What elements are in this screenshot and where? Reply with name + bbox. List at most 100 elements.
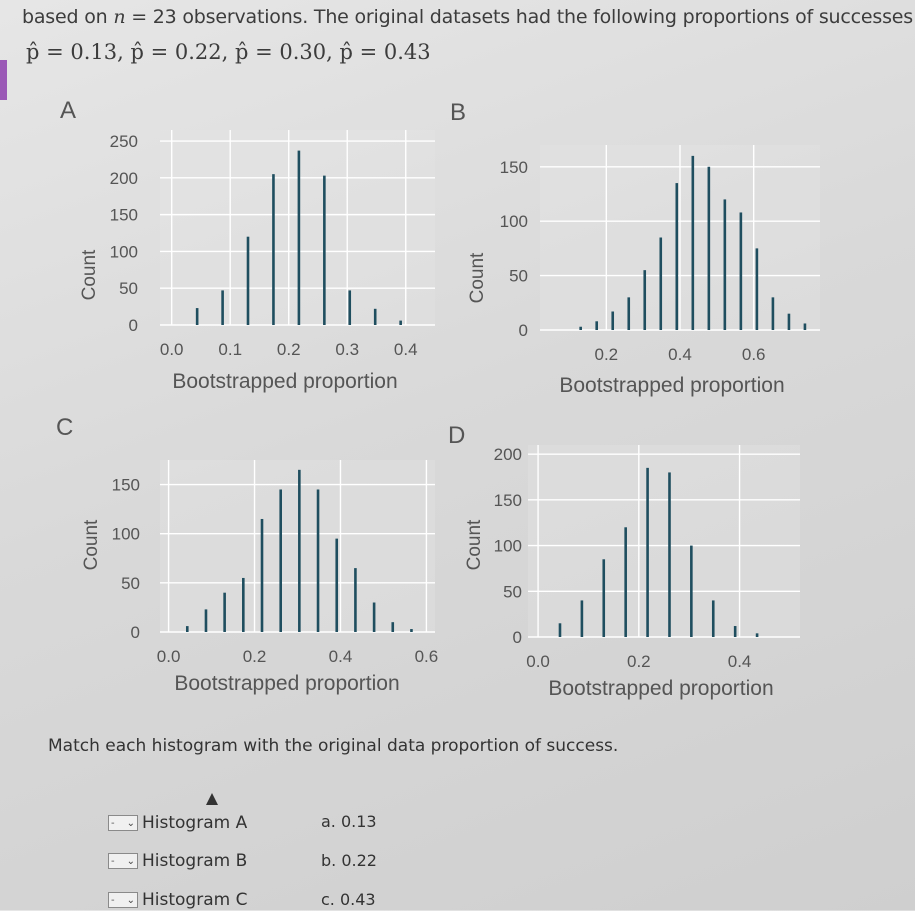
y-tick-label: 50 — [121, 574, 140, 593]
histogram-bar — [335, 538, 339, 632]
histogram-bar — [602, 559, 606, 637]
histogram-bar — [297, 150, 301, 325]
histogram-b-label: Histogram B — [142, 851, 248, 871]
statement-text: based on — [22, 6, 114, 28]
histogram-bar — [223, 592, 226, 632]
histogram-bar — [242, 577, 245, 632]
x-tick-label: 0.2 — [627, 652, 651, 671]
histogram-bar — [399, 320, 402, 325]
y-tick-label: 0 — [519, 321, 528, 340]
histogram-bar — [755, 633, 759, 637]
histogram-d: D 200 150 100 50 00.0 0.2 0.4 Count Bootstrapp… — [448, 422, 800, 700]
panel-label-b: B — [450, 99, 466, 126]
chevron-down-icon: ⌄ — [126, 894, 135, 906]
y-tick-label: 150 — [110, 206, 138, 225]
histogram-bar — [659, 237, 663, 330]
statement-line-1: based on n = 23 observations. The origin… — [22, 6, 915, 28]
histogram-bar — [595, 321, 598, 330]
y-tick-label: 0 — [513, 628, 522, 647]
histogram-c: C 150 100 50 0 0.0 0.2 0.4 0.6 Count Bootstrapp… — [56, 414, 438, 695]
histogram-bar — [272, 174, 275, 325]
question-text: Match each histogram with the original d… — [48, 736, 619, 756]
histogram-bar — [195, 308, 199, 325]
histogram-bar — [204, 609, 208, 632]
y-tick-label: 200 — [494, 445, 522, 464]
histogram-b: B 150 100 50 0 0.2 0.4 0.6 Count Bootstrapped … — [450, 99, 820, 397]
histogram-c-label: Histogram C — [142, 890, 248, 910]
x-tick-label: 0.4 — [329, 647, 353, 666]
y-axis-label-d: Count — [464, 519, 485, 570]
x-tick-label: 0.6 — [742, 345, 766, 364]
y-axis-label-c: Count — [81, 519, 102, 570]
plot-area-d: 200 150 100 50 00.0 0.2 0.4 — [494, 445, 800, 671]
n-symbol: n — [113, 6, 126, 28]
histogram-c-dropdown[interactable]: - ⌄ — [108, 892, 138, 908]
histogram-bar — [733, 626, 737, 637]
histogram-b-dropdown[interactable]: - ⌄ — [108, 853, 138, 869]
histogram-bar — [627, 297, 631, 330]
histogram-bar — [185, 626, 189, 632]
histogram-bar — [410, 629, 413, 632]
histogram-bar — [711, 600, 715, 637]
panel-label-c: C — [56, 414, 73, 441]
y-tick-label: 250 — [110, 132, 138, 151]
option-a: a. 0.13 — [321, 812, 377, 831]
histogram-bar — [298, 469, 301, 632]
histogram-bar — [723, 199, 727, 330]
histogram-bar — [691, 155, 695, 330]
histogram-a-panel: A 250 200 150 100 50 0 0.0 0.1 0.2 0.3 0.4 Count B… — [40, 90, 440, 404]
histogram-bar — [260, 518, 264, 632]
x-axis-label-a: Bootstrapped proportion — [172, 370, 397, 393]
dropdown-value: - — [111, 894, 115, 906]
histogram-d-panel: D 200 150 100 50 0 0.0 0.2 0.4 Count Bootstrapp… — [440, 405, 870, 709]
histogram-bar — [755, 248, 759, 330]
x-tick-label: 0.4 — [728, 652, 752, 671]
match-row-c: - ⌄ Histogram C — [108, 889, 247, 911]
y-axis-label-b: Count — [467, 252, 488, 303]
histogram-bar — [348, 290, 352, 325]
y-tick-label: 150 — [112, 476, 140, 495]
x-axis-label-c: Bootstrapped proportion — [174, 672, 399, 695]
x-tick-label: 0.0 — [157, 647, 181, 666]
histogram-c-panel: C 150 100 50 0 0.0 0.2 0.4 0.6 Count Bootstrapp… — [40, 405, 440, 709]
histogram-bar — [707, 166, 711, 330]
plot-area-c: 150 100 50 0 0.0 0.2 0.4 0.6 — [112, 460, 438, 666]
x-axis-label-b: Bootstrapped proportion — [559, 374, 784, 397]
y-tick-label: 200 — [110, 169, 138, 188]
plot-area-b: 150 100 50 0 0.2 0.4 0.6 — [500, 145, 820, 364]
n-value: = 23 — [125, 6, 177, 28]
panel-label-a: A — [60, 97, 76, 124]
y-tick-label: 0 — [131, 623, 140, 642]
y-tick-label: 100 — [110, 242, 138, 261]
histogram-bar — [675, 183, 679, 330]
x-tick-label: 0.0 — [526, 652, 550, 671]
plot-background — [160, 130, 435, 325]
chevron-down-icon: ⌄ — [126, 817, 135, 829]
option-c: c. 0.43 — [321, 890, 376, 909]
histogram-bar — [558, 623, 562, 637]
y-tick-label: 50 — [503, 582, 522, 601]
plot-background — [160, 460, 435, 632]
y-tick-label: 50 — [119, 279, 138, 298]
histogram-bar — [580, 600, 584, 637]
histogram-a: A 250 200 150 100 50 0 0.0 0.1 0.2 0.3 0.4 Count B… — [60, 97, 435, 393]
x-axis-label-d: Bootstrapped proportion — [548, 677, 773, 700]
histogram-bar — [739, 212, 743, 330]
histogram-bar — [787, 313, 791, 330]
histogram-bar — [646, 467, 649, 637]
y-tick-label: 50 — [509, 267, 528, 286]
x-tick-label: 0.3 — [335, 340, 359, 359]
histogram-a-dropdown[interactable]: - ⌄ — [108, 815, 138, 831]
y-axis-label-a: Count — [79, 249, 100, 300]
histogram-bar — [771, 297, 775, 330]
histogram-bar — [668, 472, 671, 637]
histogram-b-panel: B 150 100 50 0 0.2 0.4 0.6 Count Bootstrapped … — [440, 90, 870, 414]
y-tick-label: 100 — [494, 537, 522, 556]
x-tick-label: 0.2 — [243, 647, 267, 666]
y-tick-label: 0 — [129, 316, 138, 335]
y-tick-label: 100 — [500, 212, 528, 231]
problem-statement: based on n = 23 observations. The origin… — [0, 0, 915, 100]
y-tick-label: 150 — [500, 158, 528, 177]
histogram-bar — [221, 290, 224, 325]
option-b: b. 0.22 — [321, 851, 377, 870]
